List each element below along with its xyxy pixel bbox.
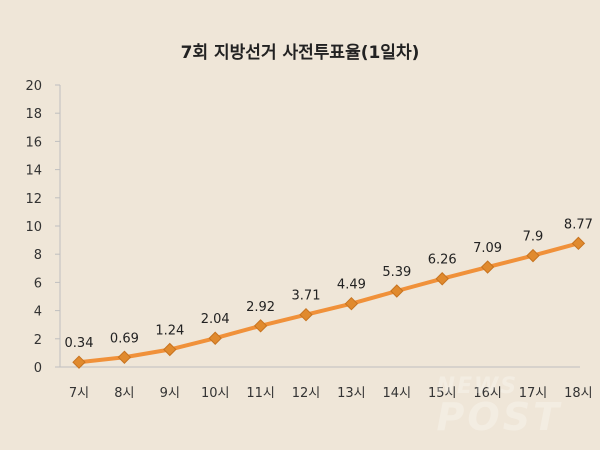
data-label: 5.39: [382, 265, 411, 280]
data-point-marker: [299, 307, 313, 322]
x-tick-label: 7시: [69, 386, 89, 401]
x-tick-label: 11시: [246, 386, 275, 401]
x-tick-label: 16시: [473, 386, 502, 401]
data-label: 7.09: [473, 241, 502, 256]
series-markers: [72, 236, 586, 369]
watermark-line2: POST: [436, 395, 562, 439]
x-tick-label: 12시: [292, 386, 321, 401]
data-point-marker: [526, 248, 540, 263]
series-line: [77, 241, 581, 365]
x-tick-label: 10시: [201, 386, 230, 401]
watermark-line1: NEWS: [436, 374, 519, 399]
news-post-watermark: NEWS POST: [436, 374, 562, 439]
data-point-marker: [480, 260, 495, 274]
x-tick-label: 14시: [383, 386, 412, 401]
data-label: 4.49: [337, 278, 366, 293]
data-label: 8.77: [564, 217, 593, 232]
x-tick-label: 15시: [428, 386, 457, 401]
x-tick-label: 9시: [160, 386, 180, 401]
chart-title: 7회 지방선거 사전투표율(1일차): [181, 43, 420, 63]
x-tick-label: 8시: [114, 386, 134, 401]
y-tick-label: 4: [34, 305, 42, 320]
data-label: 2.92: [246, 300, 275, 315]
data-point-marker: [117, 350, 132, 364]
data-label: 7.9: [523, 230, 544, 245]
x-axis: 7시 8시 9시 10시 11시 12시 13시 14시 15시 16시 17시 18시: [60, 366, 593, 401]
y-tick-label: 6: [34, 276, 42, 291]
data-label: 1.24: [155, 324, 184, 339]
data-point-marker: [571, 236, 586, 251]
y-tick-label: 18: [25, 107, 42, 122]
data-labels: 0.34 0.69 1.24 2.04 2.92 3.71 4.49 5.39 6.26 7.09…: [65, 217, 593, 351]
data-label: 6.26: [428, 253, 457, 268]
data-label: 2.04: [201, 312, 230, 327]
data-point-marker: [208, 331, 222, 345]
x-tick-label: 18시: [564, 386, 593, 401]
data-point-marker: [344, 296, 359, 311]
y-tick-label: 10: [25, 220, 42, 235]
y-tick-label: 20: [25, 79, 42, 94]
x-tick-label: 17시: [519, 386, 548, 401]
data-point-marker: [72, 355, 86, 369]
data-point-marker: [435, 272, 449, 286]
data-point-marker: [253, 319, 268, 333]
y-axis: 0 2 4 6 8 10 12 14 16 18 20: [25, 79, 61, 376]
y-tick-label: 14: [25, 164, 42, 179]
y-tick-label: 12: [25, 192, 42, 207]
x-tick-label: 13시: [337, 386, 366, 401]
y-tick-label: 2: [34, 333, 42, 348]
data-label: 0.69: [110, 331, 139, 346]
y-tick-label: 0: [34, 361, 42, 376]
y-tick-label: 16: [25, 135, 42, 150]
y-tick-label: 8: [34, 248, 42, 263]
data-label: 3.71: [292, 289, 321, 304]
data-point-marker: [390, 284, 404, 298]
data-label: 0.34: [65, 336, 94, 351]
series-polyline: [77, 241, 581, 365]
data-point-marker: [163, 342, 177, 357]
